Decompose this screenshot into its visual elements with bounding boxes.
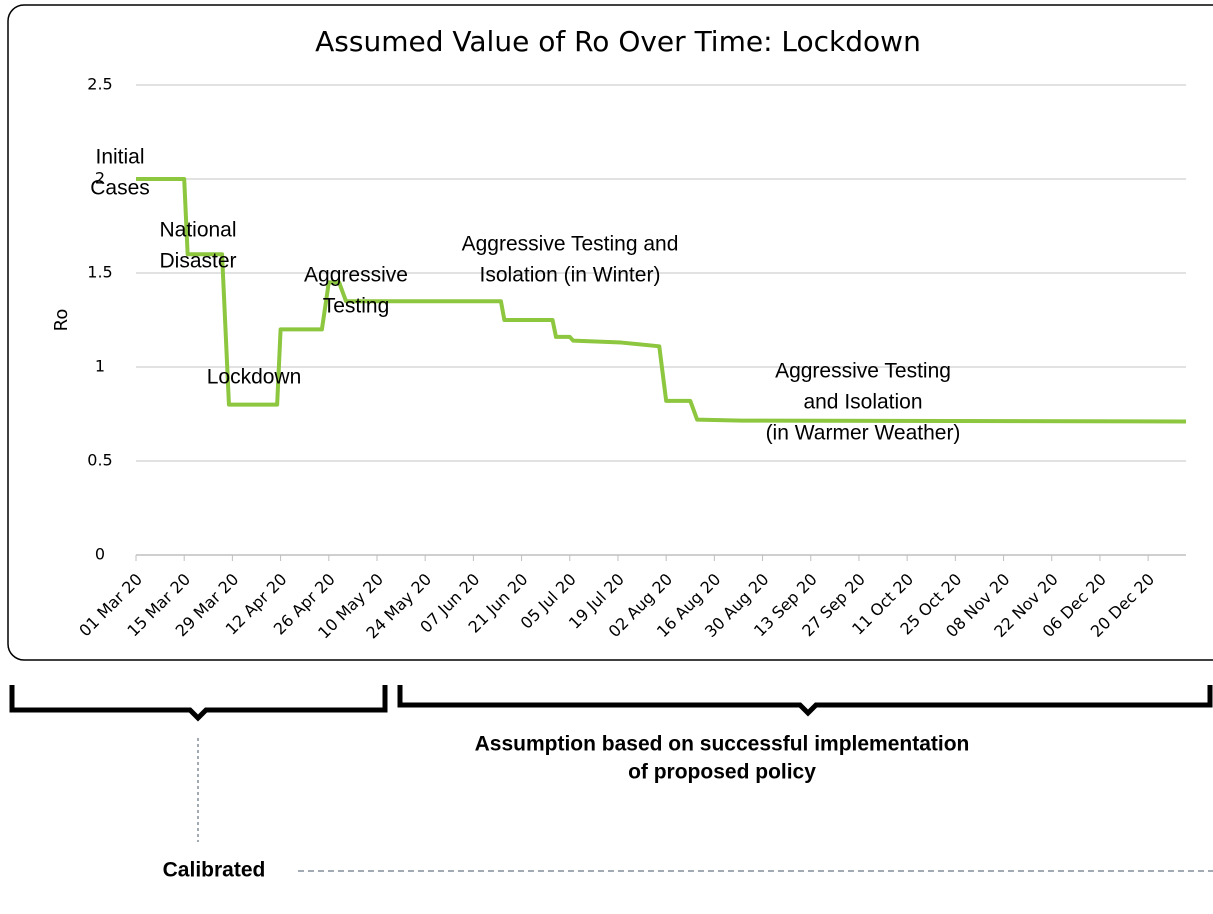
y-tick-label: 1 [95,357,105,376]
note-text: Assumption based on successful implement… [475,733,970,756]
annotation: (in Warmer Weather) [766,422,961,445]
annotation: Initial [95,146,144,169]
annotation: Lockdown [207,366,302,389]
data-line [136,177,1187,424]
y-axis-label: Ro [51,309,72,332]
annotation: Aggressive Testing and [462,233,679,256]
bracket [9,685,388,722]
chart-title: Assumed Value of Ro Over Time: Lockdown [315,25,921,58]
annotation: Cases [90,177,150,200]
annotation: Aggressive [304,264,408,287]
y-tick-label: 2.5 [87,75,112,94]
chart-frame [7,4,1213,661]
bracket [397,685,1213,717]
y-tick-label: 0 [95,545,105,564]
note-text: of proposed policy [628,761,816,784]
y-tick-label: 2 [95,169,105,188]
y-tick-label: 0.5 [87,451,112,470]
annotation: Aggressive Testing [775,360,951,383]
annotation: Disaster [159,250,236,273]
annotation: and Isolation [803,391,922,414]
annotation: Isolation (in Winter) [480,264,661,287]
note-text: Calibrated [163,859,266,882]
annotation: Testing [323,295,390,318]
annotation: National [159,219,236,242]
y-tick-label: 1.5 [87,263,112,282]
